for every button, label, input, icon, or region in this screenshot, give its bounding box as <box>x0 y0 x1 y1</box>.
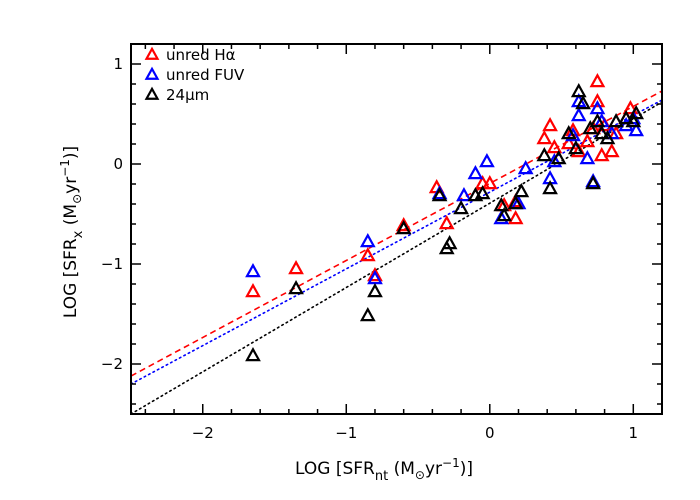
series-1-point <box>589 93 606 108</box>
series-1-point <box>542 117 558 132</box>
x-tick-label: −1 <box>335 424 357 442</box>
series-3-point <box>575 95 591 110</box>
series-1-point <box>536 130 553 145</box>
series-3-point <box>536 147 553 162</box>
series-3-point <box>568 140 584 155</box>
series-3-point <box>367 283 383 298</box>
series-1-point <box>507 210 524 225</box>
series-3-point <box>359 307 376 322</box>
series-1-point <box>603 143 620 158</box>
tick-labels: −2 −1 0 1 −2 −1 0 1 <box>101 55 638 442</box>
series-3-point <box>582 120 599 135</box>
series-1-point <box>546 139 563 154</box>
legend-marker-2 <box>144 66 160 80</box>
series-2-point <box>570 107 587 122</box>
series-3-point <box>618 110 634 125</box>
legend: unred Hα unred FUV 24μm <box>144 46 245 104</box>
axis-ticks <box>131 44 662 414</box>
series-2-point <box>579 150 596 165</box>
series-3-point <box>550 150 567 165</box>
y-tick-label: −1 <box>101 255 123 273</box>
x-tick-label: 0 <box>485 424 495 442</box>
series-3-point <box>560 125 577 140</box>
series-1-point <box>395 217 412 232</box>
series-1-point <box>589 73 606 88</box>
series-1-point <box>438 215 455 230</box>
series-2-point <box>367 270 383 285</box>
series-3-point <box>625 113 642 128</box>
series-3-point <box>593 125 610 140</box>
series-2-point <box>245 263 261 278</box>
plot-frame <box>130 43 663 415</box>
series-1-point <box>367 267 383 282</box>
series-1-point <box>560 135 577 150</box>
series-1-point <box>481 175 498 190</box>
series-1-point <box>622 100 639 115</box>
series-3-point <box>288 280 304 295</box>
series-3-point <box>245 347 261 362</box>
series-3-point <box>474 185 491 200</box>
fit-lines <box>131 90 662 414</box>
legend-marker-1 <box>144 46 160 60</box>
series-2-point <box>456 187 472 202</box>
y-axis-label: LOG [SFRx (M⊙yr−1)] <box>58 146 86 318</box>
series-3-point <box>589 113 606 128</box>
series-2-point <box>479 153 495 168</box>
series-1-point <box>245 283 261 298</box>
series-3-point <box>599 130 616 145</box>
series-2-point <box>628 122 645 137</box>
series-1-point <box>359 247 376 262</box>
series-3-point <box>513 183 530 198</box>
series-3-point <box>395 220 412 235</box>
series-2-point <box>359 233 376 248</box>
series-2-point <box>517 160 534 175</box>
x-tick-label: −2 <box>192 424 214 442</box>
series-1-point <box>288 260 304 275</box>
series-3-point <box>453 200 469 215</box>
series-3-point <box>431 187 448 202</box>
series-1-point <box>593 147 610 162</box>
series-3-point <box>570 83 587 98</box>
y-tick-label: −2 <box>101 355 123 373</box>
fit-line-3 <box>131 101 662 414</box>
x-axis-label: LOG [SFRnt (M⊙yr−1)] <box>295 456 473 484</box>
series-3-point <box>493 197 510 212</box>
legend-label-2: unred FUV <box>166 66 245 84</box>
legend-label-3: 24μm <box>166 86 209 104</box>
series-3-point <box>542 180 558 195</box>
series-2-point <box>565 127 581 142</box>
legend-marker-3 <box>144 86 160 100</box>
y-tick-label: 0 <box>113 155 123 173</box>
series-1-point <box>579 133 596 148</box>
legend-label-1: unred Hα <box>166 46 236 64</box>
series-2-point <box>467 165 484 180</box>
series-3-point <box>496 207 513 222</box>
series-3-point <box>441 235 458 250</box>
y-tick-label: 1 <box>113 55 123 73</box>
x-tick-label: 1 <box>629 424 639 442</box>
data-points <box>245 73 645 362</box>
series-3-point <box>608 113 624 128</box>
series-3-point <box>585 175 601 190</box>
series-3-point <box>628 105 645 120</box>
series-3-point <box>507 195 524 210</box>
